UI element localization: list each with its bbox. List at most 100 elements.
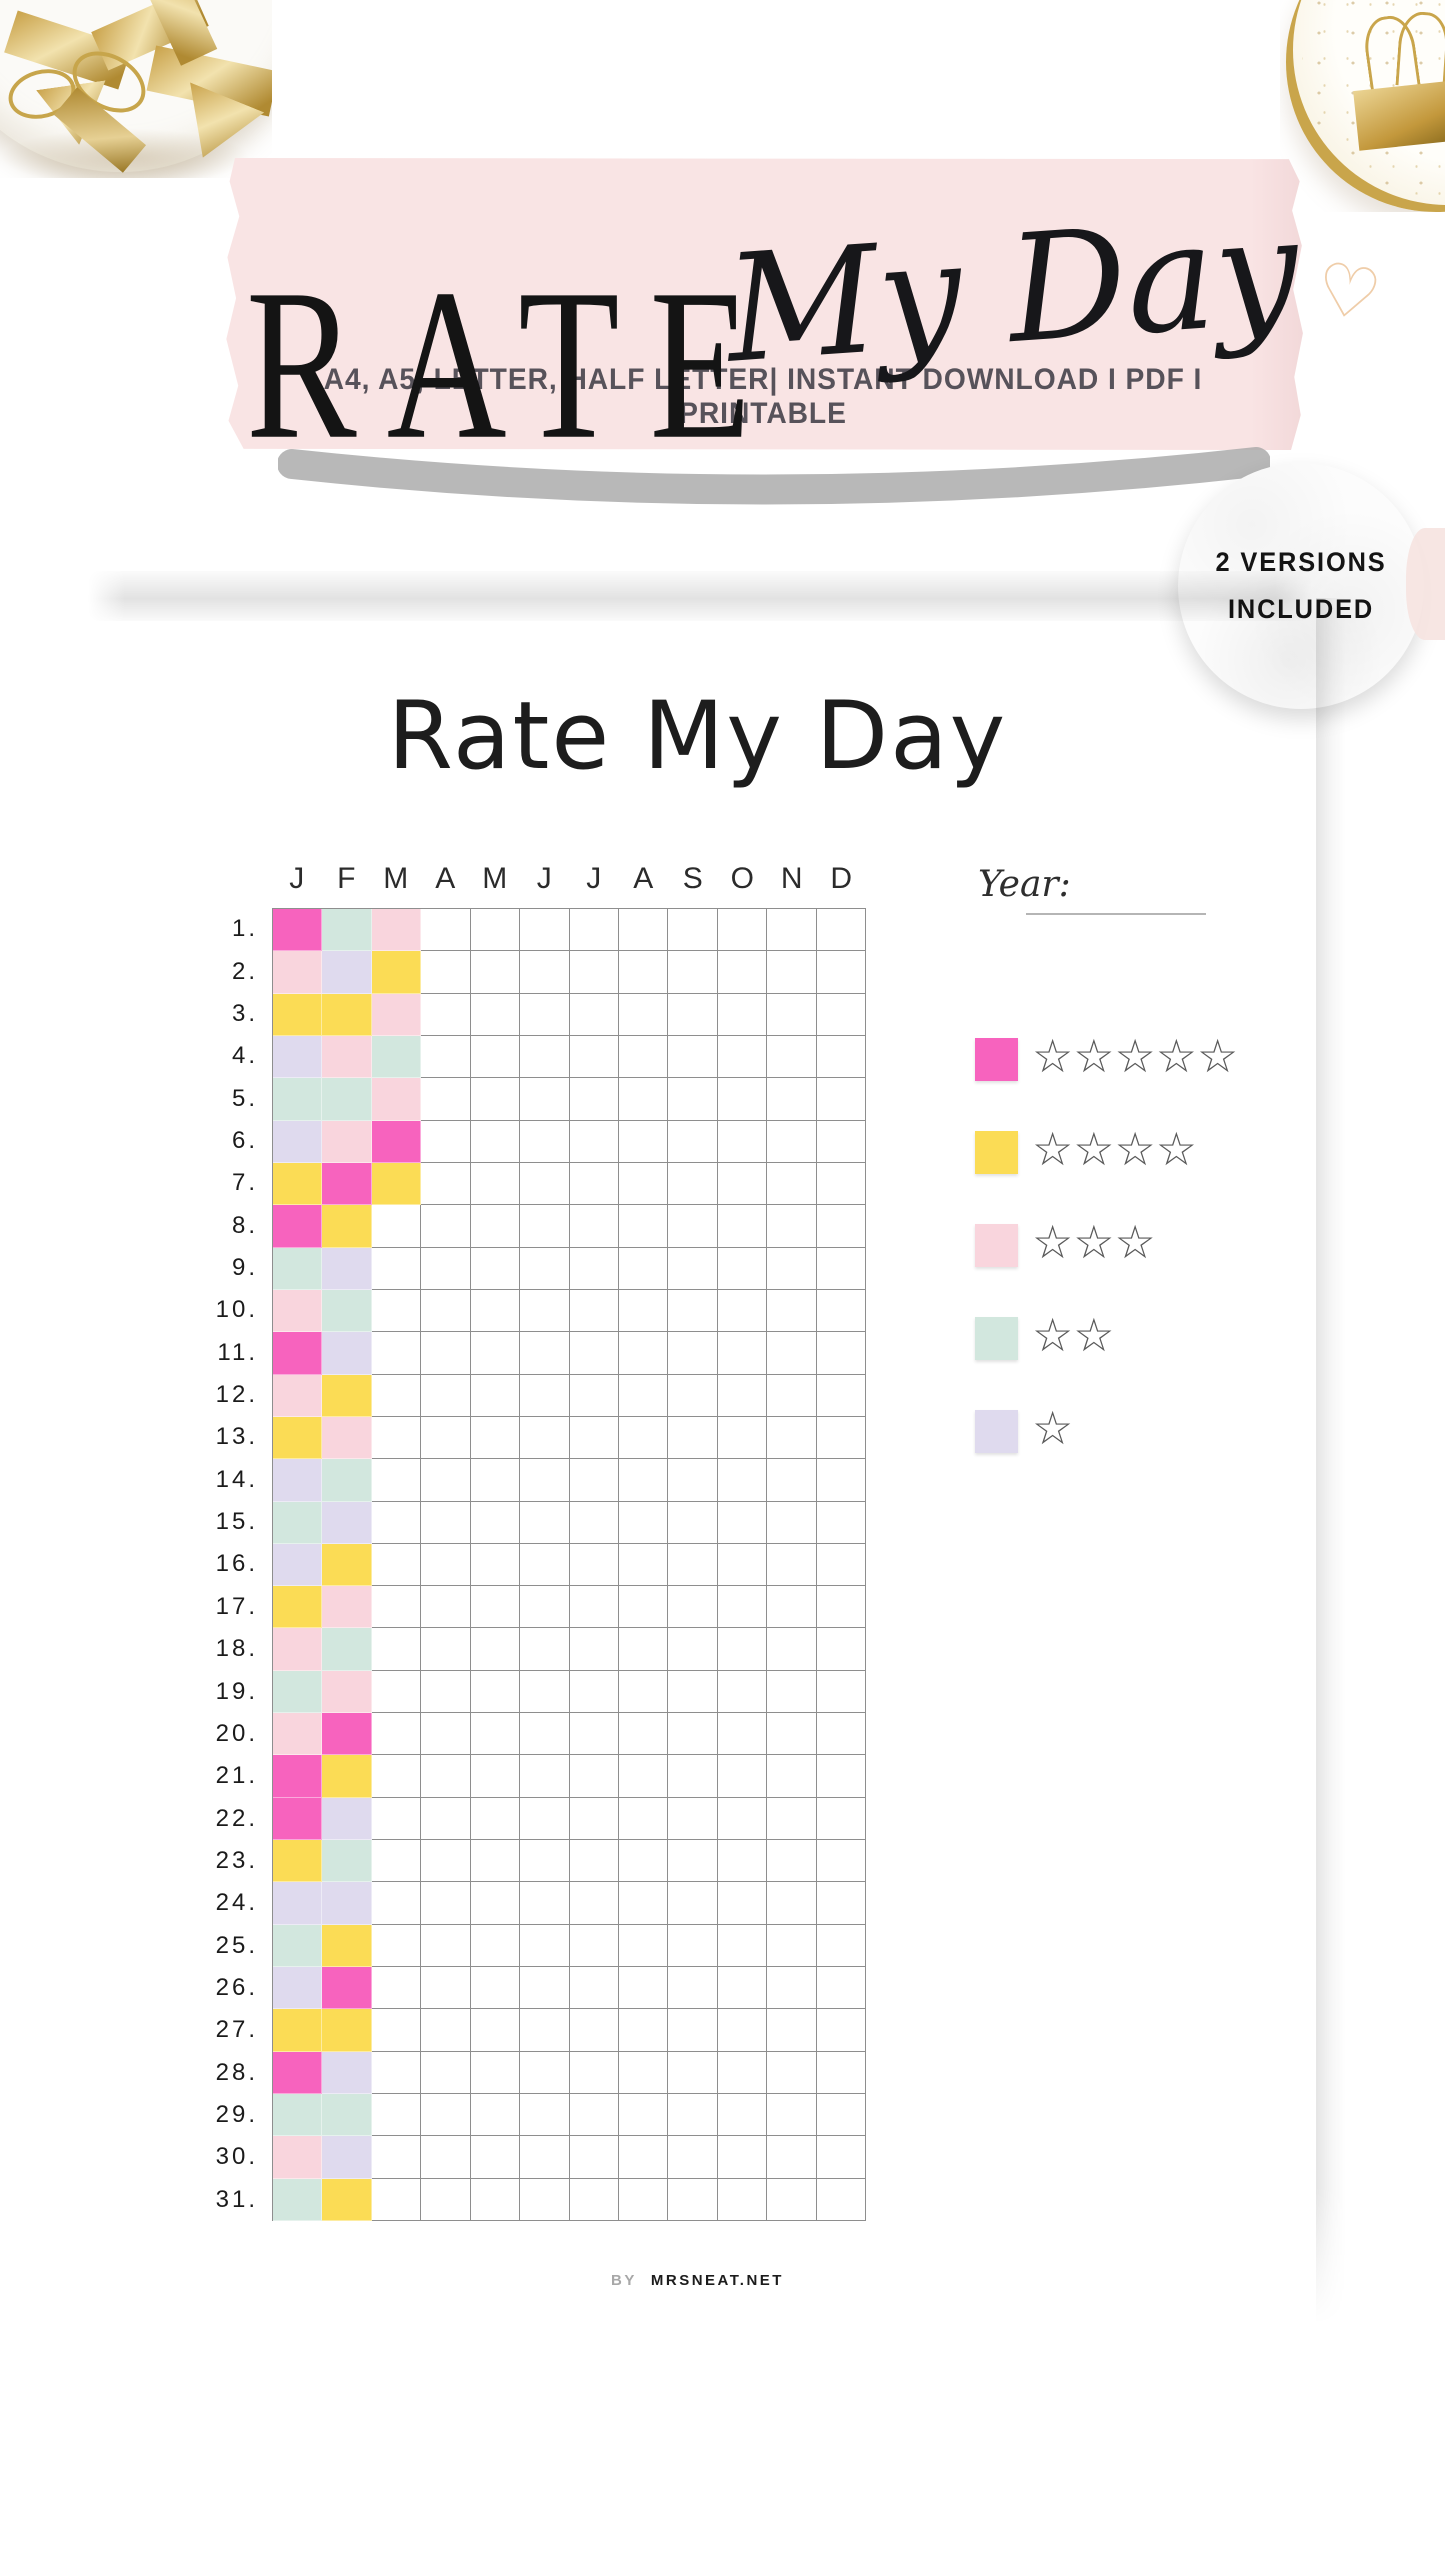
grid-cell [371, 1035, 422, 1079]
star-rating: ☆☆☆☆ [1032, 1122, 1197, 1176]
grid-cell [569, 1840, 619, 1883]
grid-cell [717, 2178, 768, 2221]
grid-cell [717, 1035, 768, 1079]
grid-cell [717, 1967, 768, 2010]
grid-cell [520, 1205, 570, 1248]
grid-cell [273, 1543, 323, 1587]
grid-cell [767, 1205, 817, 1248]
month-letter: N [780, 862, 803, 895]
day-label: 3. [231, 999, 258, 1027]
day-label: 2. [231, 957, 258, 985]
grid-cell [470, 1416, 521, 1460]
grid-cell [322, 909, 372, 952]
grid-cell [767, 1416, 817, 1460]
grid-cell [421, 1035, 471, 1079]
grid-cell [520, 1628, 570, 1671]
grid-cell [717, 1374, 768, 1417]
grid-cell [767, 1755, 817, 1798]
grid-cell [273, 2094, 323, 2137]
grid-cell [618, 951, 669, 994]
grid-cell [816, 1543, 866, 1587]
grid-cell [470, 1078, 521, 1121]
grid-cell [767, 2009, 817, 2052]
grid-cell [322, 1205, 372, 1248]
grid-cell [668, 2094, 718, 2137]
grid-cell [322, 951, 372, 994]
grid-cell [816, 2051, 866, 2095]
day-label: 7. [231, 1169, 258, 1197]
grid-cell [767, 2094, 817, 2137]
grid-cell [569, 1713, 619, 1756]
grid-cell [273, 1459, 323, 1502]
grid-cell [371, 909, 422, 952]
grid-cell [371, 993, 422, 1036]
grid-cell [816, 1501, 866, 1544]
grid-cell [470, 1797, 521, 1841]
day-label: 29. [215, 2101, 258, 2129]
grid-cell [618, 1459, 669, 1502]
grid-cell [470, 1543, 521, 1587]
grid-cell [717, 1797, 768, 1841]
grid-cell [618, 2178, 669, 2221]
grid-cell [668, 1586, 718, 1629]
grid-cell [816, 2136, 866, 2179]
day-label: 20. [215, 1719, 258, 1747]
grid-cell [668, 1501, 718, 1544]
grid-cell [569, 1543, 619, 1587]
grid-cell [520, 1289, 570, 1333]
grid-cell [520, 1416, 570, 1460]
grid-cell [470, 1459, 521, 1502]
grid-cell [322, 1924, 372, 1968]
grid-cell [717, 1586, 768, 1629]
rating-legend: ☆☆☆☆☆ ☆☆☆☆ ☆☆☆ ☆☆ ☆ [975, 1033, 1238, 1453]
grid-cell [717, 1501, 768, 1544]
grid-cell [618, 1035, 669, 1079]
grid-cell [618, 1205, 669, 1248]
grid-cell [470, 1332, 521, 1375]
grid-cell [520, 951, 570, 994]
month-letter: S [682, 862, 703, 895]
year-underline [1026, 913, 1206, 915]
grid-cell [371, 1078, 422, 1121]
grid-cell [322, 1543, 372, 1587]
legend-swatch [975, 1409, 1018, 1453]
grid-cell [618, 1120, 669, 1163]
grid-cell [520, 1543, 570, 1587]
grid-cell [371, 1501, 422, 1544]
grid-cell [322, 2136, 372, 2179]
grid-cell [371, 1120, 422, 1163]
grid-cell [520, 1967, 570, 2010]
grid-cell [421, 1586, 471, 1629]
grid-cell [520, 909, 570, 952]
day-label: 10. [215, 1296, 258, 1324]
grid-cell [371, 1924, 422, 1968]
product-title-script: My Day [720, 184, 1305, 396]
grid-cell [273, 1289, 323, 1333]
grid-cell [322, 1840, 372, 1883]
grid-cell [767, 1332, 817, 1375]
grid-cell [668, 1332, 718, 1375]
pink-paper-edge [1406, 528, 1445, 640]
grid-cell [717, 1628, 768, 1671]
grid-cell [717, 1162, 768, 1206]
month-letter: J [289, 862, 305, 895]
grid-cell [371, 1543, 422, 1587]
grid-cell [470, 2009, 521, 2052]
grid-cell [569, 1882, 619, 1925]
grid-cell [322, 1670, 372, 1714]
legend-swatch [975, 1223, 1018, 1267]
grid-cell [816, 2009, 866, 2052]
grid-cell [322, 2178, 372, 2221]
grid-cell [668, 1374, 718, 1417]
grid-cell [618, 1755, 669, 1798]
grid-cell [520, 2094, 570, 2137]
grid-cell [421, 1416, 471, 1460]
grid-cell [569, 1501, 619, 1544]
grid-cell [668, 2178, 718, 2221]
grid-cell [816, 2178, 866, 2221]
star-rating: ☆☆ [1032, 1308, 1115, 1362]
grid-cell [273, 1078, 323, 1121]
grid-cell [520, 2178, 570, 2221]
grid-cell [717, 2094, 768, 2137]
grid-cell [717, 1924, 768, 1968]
